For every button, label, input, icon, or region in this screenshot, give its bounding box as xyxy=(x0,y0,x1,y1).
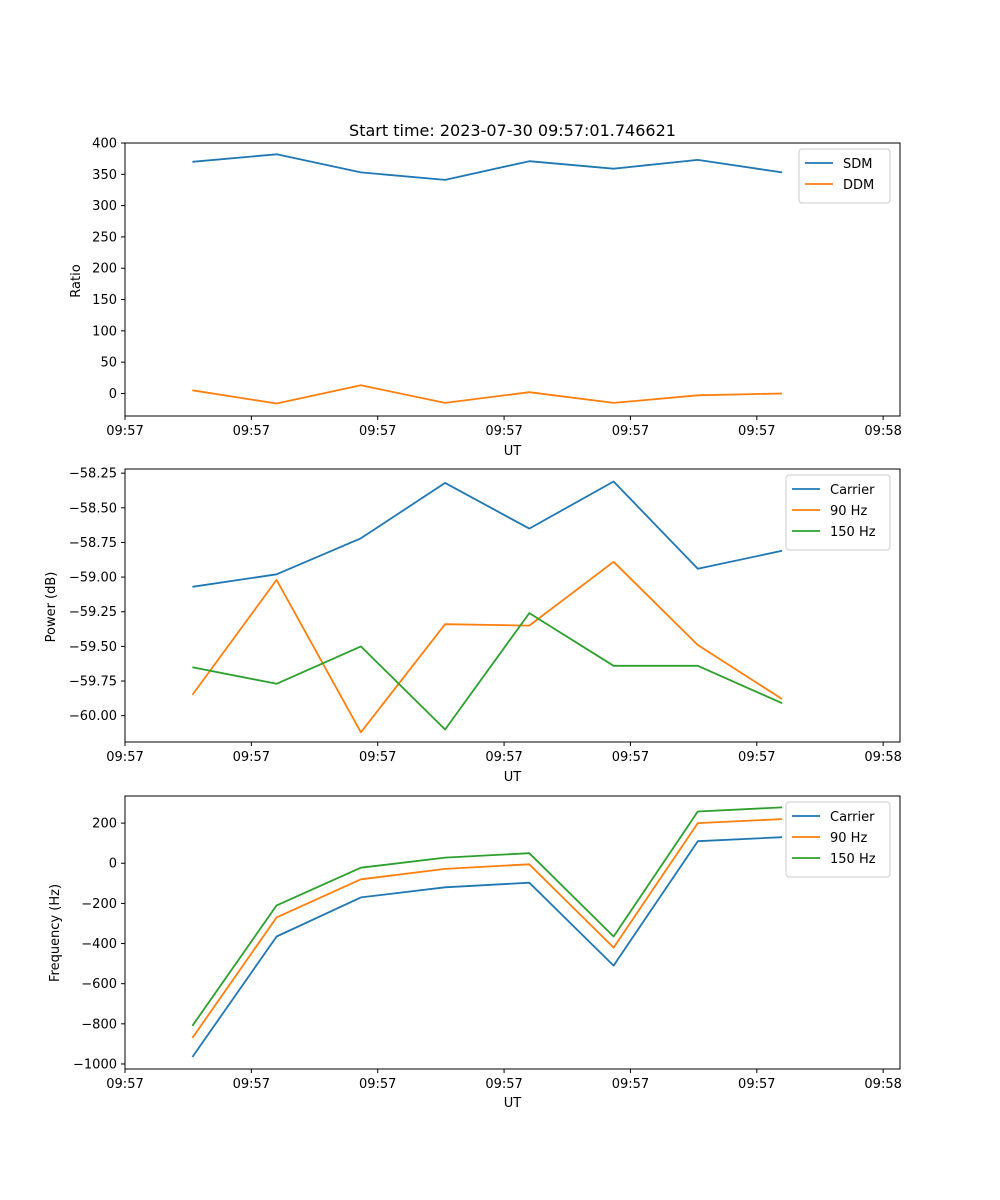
legend: SDM DDM xyxy=(798,148,891,204)
legend-label: Carrier xyxy=(830,810,875,825)
series-line-2 xyxy=(192,612,783,731)
x-tick-label: 09:57 xyxy=(233,750,270,765)
x-tick-label: 09:57 xyxy=(612,1077,649,1092)
y-tick-label: 200 xyxy=(92,817,117,832)
axes-frame xyxy=(124,142,901,417)
x-tick-label: 09:57 xyxy=(359,1077,396,1092)
series-line-0 xyxy=(192,480,783,588)
y-tick-label: 0 xyxy=(109,857,117,872)
x-tick-label: 09:57 xyxy=(233,424,270,439)
x-tick-label: 09:57 xyxy=(233,1077,270,1092)
y-tick-label: −58.75 xyxy=(69,536,117,551)
x-tick-label: 09:57 xyxy=(106,424,143,439)
legend-label: 90 Hz xyxy=(830,831,867,846)
subplot-frequency: 09:57 09:57 09:57 09:57 09:57 09:57 09:58 −1000… xyxy=(48,795,902,1111)
x-axis-label: UT xyxy=(504,1096,522,1111)
y-tick-label: 350 xyxy=(92,168,117,183)
x-tick-label: 09:57 xyxy=(612,424,649,439)
y-axis-label: Power (dB) xyxy=(44,572,59,643)
y-tick-label: 300 xyxy=(92,199,117,214)
subplot-power: 09:57 09:57 09:57 09:57 09:57 09:57 09:58 −60.0… xyxy=(44,467,902,785)
y-tick-label: −1000 xyxy=(73,1057,117,1072)
x-tick-label: 09:58 xyxy=(864,424,901,439)
series-line-1 xyxy=(192,384,783,405)
legend: Carrier 90 Hz 150 Hz xyxy=(785,474,891,551)
y-tick-label: 100 xyxy=(92,324,117,339)
legend-label: DDM xyxy=(843,178,874,193)
y-tick-label: 50 xyxy=(100,356,117,371)
x-tick-label: 09:58 xyxy=(864,750,901,765)
legend: Carrier 90 Hz 150 Hz xyxy=(785,801,891,878)
figure-title: Start time: 2023-07-30 09:57:01.746621 xyxy=(349,121,676,140)
y-tick-label: −59.00 xyxy=(69,571,117,586)
x-tick-label: 09:57 xyxy=(738,750,775,765)
y-tick-label: −60.00 xyxy=(69,709,117,724)
x-axis-label: UT xyxy=(504,770,522,785)
x-tick-label: 09:57 xyxy=(106,750,143,765)
x-tick-label: 09:57 xyxy=(612,750,649,765)
y-tick-label: −59.25 xyxy=(69,605,117,620)
y-tick-label: −800 xyxy=(81,1017,117,1032)
legend-label: 90 Hz xyxy=(830,504,867,519)
series-line-0 xyxy=(191,836,783,1058)
x-tick-label: 09:57 xyxy=(359,424,396,439)
x-tick-label: 09:57 xyxy=(485,1077,522,1092)
series-line-0 xyxy=(192,153,783,181)
x-tick-label: 09:57 xyxy=(738,1077,775,1092)
y-tick-label: −600 xyxy=(81,977,117,992)
y-tick-label: −58.25 xyxy=(69,467,117,482)
y-tick-label: −59.50 xyxy=(69,640,117,655)
legend-label: SDM xyxy=(843,157,872,172)
legend-label: Carrier xyxy=(830,483,875,498)
y-tick-label: −58.50 xyxy=(69,501,117,516)
series-line-1 xyxy=(191,818,783,1039)
y-tick-label: 400 xyxy=(92,137,117,152)
y-tick-label: −400 xyxy=(81,937,117,952)
legend-label: 150 Hz xyxy=(830,525,876,540)
y-tick-label: 250 xyxy=(92,230,117,245)
series-line-1 xyxy=(191,560,783,734)
x-tick-label: 09:57 xyxy=(738,424,775,439)
y-tick-label: −200 xyxy=(81,897,117,912)
axes-frame xyxy=(124,468,901,743)
y-axis-label: Frequency (Hz) xyxy=(48,884,63,982)
x-tick-label: 09:58 xyxy=(864,1077,901,1092)
legend-label: 150 Hz xyxy=(830,852,876,867)
x-tick-label: 09:57 xyxy=(485,750,522,765)
y-tick-label: 150 xyxy=(92,293,117,308)
y-tick-label: 200 xyxy=(92,262,117,277)
x-axis-label: UT xyxy=(504,444,522,459)
axes-frame xyxy=(124,795,901,1070)
x-tick-label: 09:57 xyxy=(485,424,522,439)
y-axis-label: Ratio xyxy=(69,264,84,297)
subplot-ratio: 09:57 09:57 09:57 09:57 09:57 09:57 09:58 0 50 10… xyxy=(69,137,902,460)
x-tick-label: 09:57 xyxy=(359,750,396,765)
x-tick-label: 09:57 xyxy=(106,1077,143,1092)
series-line-2 xyxy=(191,806,783,1027)
y-tick-label: −59.75 xyxy=(69,675,117,690)
y-tick-label: 0 xyxy=(109,387,117,402)
